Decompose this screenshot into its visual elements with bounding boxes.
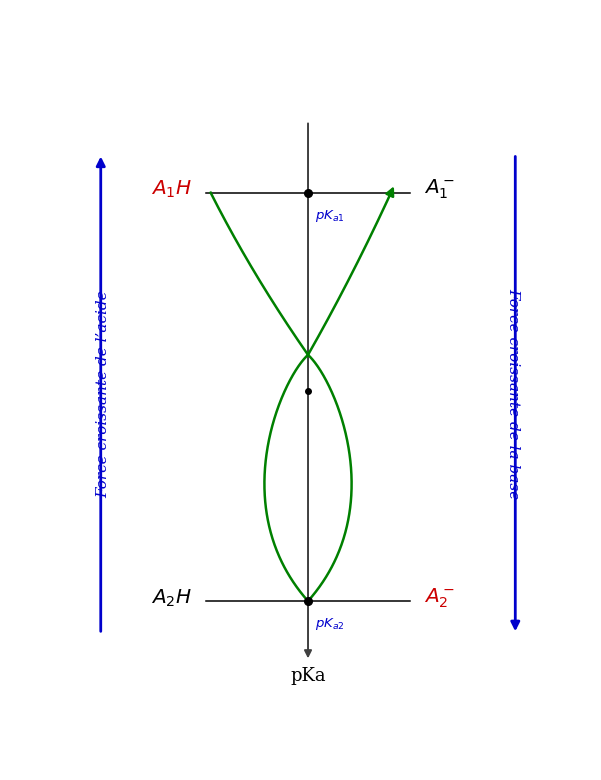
Text: $A_2^-$: $A_2^-$ <box>424 587 456 610</box>
Text: $pK_{a1}$: $pK_{a1}$ <box>315 207 345 224</box>
Text: $A_2H$: $A_2H$ <box>151 587 192 608</box>
Text: Force croissante de l’acide: Force croissante de l’acide <box>96 290 110 498</box>
Text: $A_1^-$: $A_1^-$ <box>424 178 456 201</box>
Text: pKa: pKa <box>290 667 326 685</box>
Text: $A_1H$: $A_1H$ <box>151 179 192 200</box>
Text: $pK_{a2}$: $pK_{a2}$ <box>315 616 345 632</box>
Text: Force croissante de la base: Force croissante de la base <box>506 289 520 499</box>
